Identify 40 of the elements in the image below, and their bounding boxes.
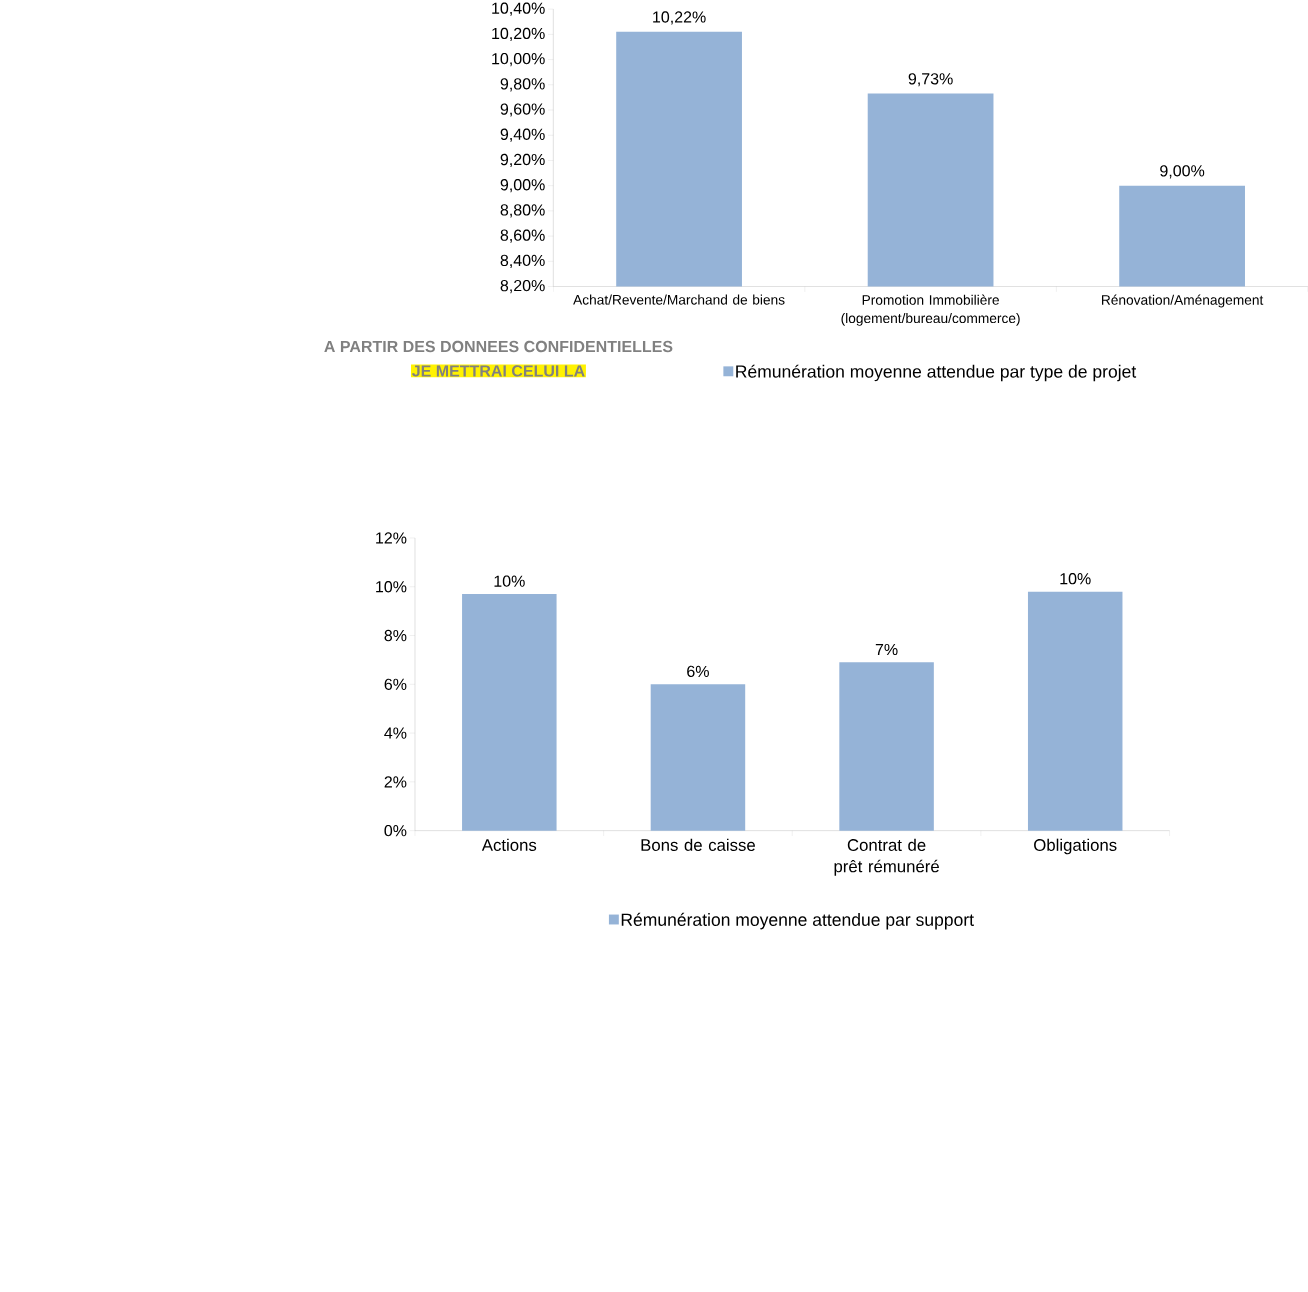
legend-label: Rémunération moyenne attendue par support xyxy=(621,913,974,930)
legend-label: Rémunération moyenne attendue par type de projet xyxy=(736,364,1137,382)
data-label: 9,73% xyxy=(908,73,953,87)
y-tick-label: 8% xyxy=(384,630,407,642)
x-tick-label: Obligations xyxy=(1034,838,1117,855)
y-tick-label: 10,00% xyxy=(492,53,545,67)
y-tick-label: 0% xyxy=(384,825,407,837)
bar xyxy=(462,594,557,831)
y-tick-label: 9,80% xyxy=(500,78,545,92)
x-tick-label: Actions xyxy=(481,838,537,852)
y-tick-label: 8,20% xyxy=(500,280,545,294)
y-tick-label: 8,60% xyxy=(500,229,545,243)
y-tick-label: 9,00% xyxy=(500,179,545,193)
bar xyxy=(650,684,746,831)
bar xyxy=(839,662,934,831)
y-tick-label: 8,80% xyxy=(500,204,545,218)
y-tick-label: 6% xyxy=(384,678,407,691)
bar xyxy=(1027,591,1123,831)
y-tick-label: 2% xyxy=(384,776,407,788)
y-tick-label: 10,40% xyxy=(492,2,545,16)
x-tick-label: Contrat de prêt rémunéré xyxy=(834,838,939,876)
y-tick-label: 10,20% xyxy=(492,27,545,42)
x-tick-label: Promotion Immobilière (logement/bureau/commerce) xyxy=(841,294,1020,327)
x-tick-label: Rénovation/Aménagement xyxy=(1102,294,1264,308)
text: A PARTIR DES DONNEES CONFIDENTIELLES xyxy=(324,341,673,353)
text: JE METTRAI CELUI LA xyxy=(412,365,585,377)
x-tick-label: Achat/Revente/Marchand de biens xyxy=(573,294,785,305)
y-tick-label: 4% xyxy=(384,727,407,739)
data-label: 10,22% xyxy=(653,11,706,25)
y-tick-label: 12% xyxy=(376,532,407,544)
data-label: 10% xyxy=(1060,573,1091,585)
y-tick-label: 9,60% xyxy=(500,103,545,117)
y-tick-label: 10% xyxy=(376,581,407,593)
y-tick-label: 9,20% xyxy=(500,154,545,168)
x-tick-label: Bons de caisse xyxy=(641,838,755,852)
y-tick-label: 8,40% xyxy=(500,254,545,269)
y-tick-label: 9,40% xyxy=(500,128,545,143)
data-label: 7% xyxy=(875,644,898,656)
data-label: 6% xyxy=(687,665,709,678)
data-label: 9,00% xyxy=(1160,165,1205,179)
